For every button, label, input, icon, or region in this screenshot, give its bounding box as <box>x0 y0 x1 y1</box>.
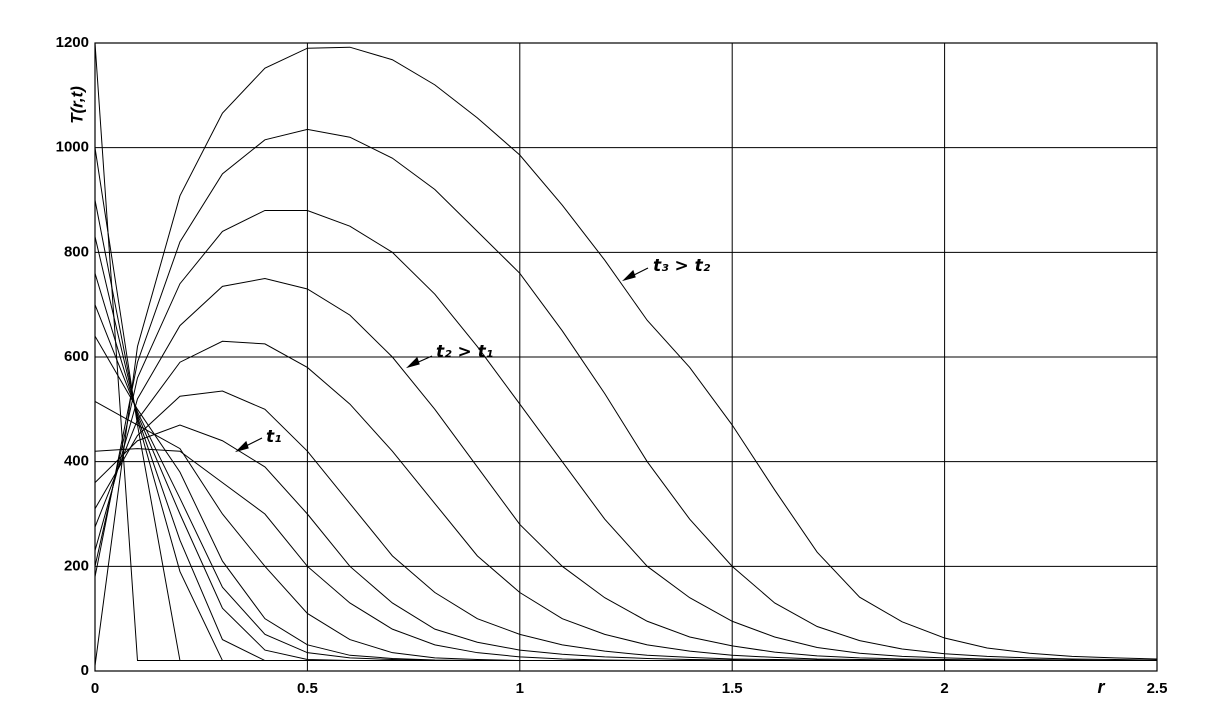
y-tick-label: 400 <box>64 453 89 470</box>
annotation: t₁ <box>266 427 282 447</box>
line-series <box>94 401 1157 662</box>
line-series <box>94 304 1157 662</box>
x-tick-label: 1.5 <box>722 680 743 697</box>
x-tick-label: 2 <box>940 680 948 697</box>
y-tick-label: 200 <box>64 557 89 574</box>
line-series <box>94 277 1157 662</box>
line-series <box>94 209 1157 662</box>
line-series <box>94 390 1157 662</box>
arrow-head <box>621 269 636 282</box>
line-series <box>94 335 1157 662</box>
y-axis-label: T(r,t) <box>67 86 86 124</box>
x-tick-label: 0 <box>91 680 99 697</box>
y-tick-label: 600 <box>64 348 89 365</box>
line-series <box>94 448 1157 662</box>
y-tick-label: 800 <box>64 243 89 260</box>
plot-frame <box>94 42 1158 672</box>
line-series <box>94 147 1157 662</box>
y-tick-label: 1000 <box>56 139 89 156</box>
annotation-arrows <box>234 267 649 453</box>
line-series <box>94 199 1157 662</box>
line-series <box>94 273 1157 662</box>
x-axis-label: r <box>1097 677 1105 697</box>
annotation: t₂ > t₁ <box>436 342 493 362</box>
line-series <box>94 46 1158 666</box>
x-tick-label: 1 <box>516 680 524 697</box>
line-series <box>94 236 1157 662</box>
x-tick-label: 0.5 <box>297 680 318 697</box>
y-tick-label: 0 <box>81 662 89 679</box>
arrow-head <box>405 356 420 369</box>
y-tick-label: 1200 <box>56 34 89 51</box>
annotation: t₃ > t₂ <box>653 256 711 276</box>
line-series <box>94 128 1158 661</box>
arrow-head <box>234 440 249 453</box>
x-tick-label: 2.5 <box>1147 680 1168 697</box>
line-series <box>94 42 1157 662</box>
line-series <box>94 340 1157 662</box>
